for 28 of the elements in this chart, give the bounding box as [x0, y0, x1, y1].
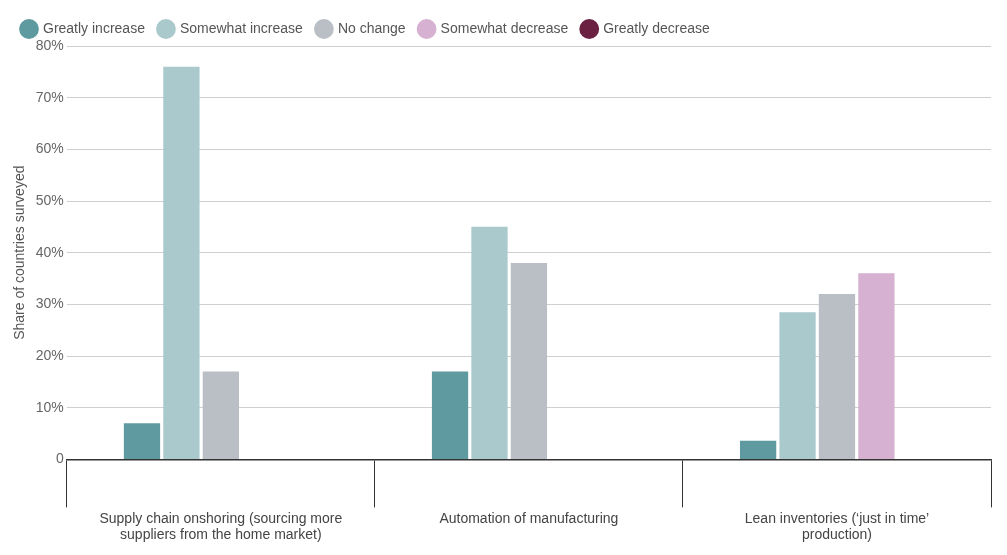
bar — [471, 226, 508, 459]
bar — [202, 371, 239, 459]
x-tick-label: Lean inventories (‘just in time’ production) — [744, 509, 930, 543]
bar — [123, 423, 161, 459]
legend-label: Greatly decrease — [603, 19, 711, 36]
bar — [779, 312, 816, 459]
y-tick-label: 80% — [35, 36, 64, 53]
legend-label: Somewhat decrease — [440, 19, 569, 36]
legend-label: No change — [337, 19, 406, 36]
bar — [858, 273, 895, 459]
y-tick-label: 20% — [35, 346, 64, 363]
bar — [510, 263, 548, 459]
bar — [739, 440, 777, 459]
x-tick-label: Supply chain onshoring (sourcing more suppliers from the home market) — [99, 509, 343, 543]
y-tick-label: 30% — [35, 295, 64, 312]
legend-label: Greatly increase — [43, 19, 146, 36]
x-tick-label: Automation of manufacturing — [439, 509, 619, 526]
y-tick-label: 50% — [35, 191, 64, 208]
y-tick-label: 40% — [35, 243, 64, 260]
y-tick-label: 10% — [35, 398, 64, 415]
bar — [818, 294, 856, 459]
bar — [163, 66, 200, 459]
y-tick-label: 60% — [35, 140, 64, 157]
bar — [431, 371, 469, 459]
legend-label: Somewhat increase — [179, 19, 304, 36]
y-tick-label: 70% — [35, 88, 64, 105]
y-axis-title: Share of countries surveyed — [11, 165, 28, 340]
y-tick-label: 0 — [56, 450, 65, 467]
